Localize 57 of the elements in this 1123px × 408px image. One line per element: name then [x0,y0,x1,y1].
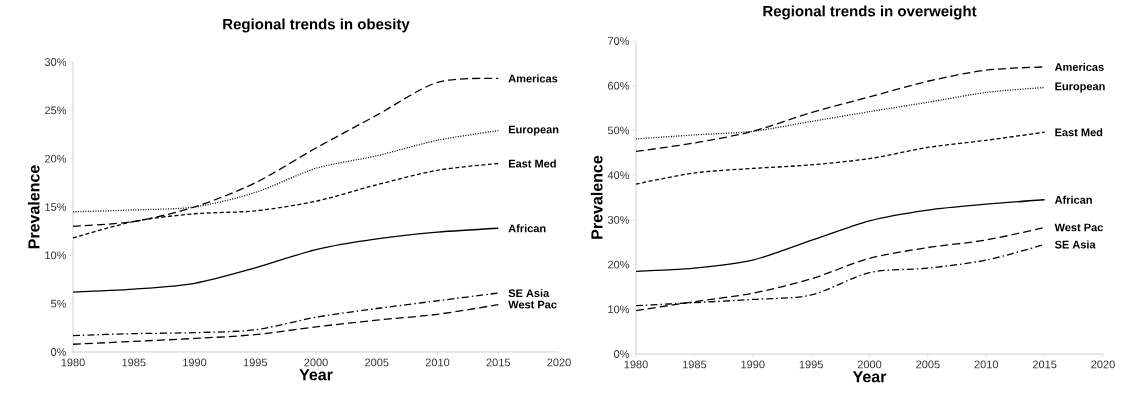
y-tick-label: 5% [51,299,67,308]
x-tick-label: 2010 [974,360,999,369]
x-tick-label: 1990 [741,360,765,369]
y-tick-label: 70% [608,37,630,45]
y-tick-label: 10% [45,251,67,260]
chart-title: Regional trends in obesity [223,18,410,33]
series-label: West Pac [1054,223,1103,232]
y-tick-label: 10% [608,305,630,314]
series-label: East Med [1055,128,1103,137]
y-tick-label: 50% [607,126,630,135]
series-label: West Pac [508,300,557,309]
series-label: Americas [508,74,558,83]
series-label: African [508,224,546,233]
x-tick-label: 1990 [183,358,207,367]
x-tick-label: 1985 [122,358,146,367]
x-axis-title: Year [852,371,887,383]
x-tick-label: 2005 [365,358,389,367]
line-series [635,199,1046,272]
line-series [72,227,499,293]
series-label: East Med [508,159,556,168]
x-tick-label: 1995 [799,360,823,369]
y-axis-title: Prevalence [590,155,603,239]
y-tick-label: 0% [51,348,67,356]
x-tick-label: 2005 [916,360,940,369]
series-label: European [508,125,559,136]
x-tick-label: 2020 [547,358,571,367]
x-tick-label: 2015 [1032,360,1057,369]
y-tick-label: 15% [45,203,67,211]
y-axis-title: Prevalence [27,165,40,249]
x-tick-label: 2020 [1091,360,1115,369]
line-series [72,292,499,337]
series-label: SE Asia [508,289,550,298]
y-tick-label: 0% [614,350,630,358]
y-tick-label: 40% [607,171,630,180]
line-series [72,303,499,345]
chart-title: Regional trends in overweight [763,5,977,20]
x-tick-label: 1980 [624,360,648,369]
series-label: SE Asia [1054,240,1096,249]
x-tick-label: 1980 [61,358,85,367]
line-series [635,226,1046,312]
line-series [635,131,1046,185]
y-tick-label: 20% [45,154,67,163]
series-label: European [1055,82,1105,93]
x-tick-label: 1995 [243,358,268,367]
x-tick-label: 2000 [857,360,882,369]
y-tick-label: 20% [608,260,630,269]
y-tick-label: 30% [607,215,630,224]
x-tick-label: 2010 [425,358,450,367]
x-tick-label: 2015 [486,358,511,367]
x-axis-title: Year [299,369,333,381]
y-tick-label: 30% [44,58,67,66]
x-tick-label: 2000 [304,358,328,367]
x-tick-label: 1985 [682,360,707,369]
y-tick-label: 25% [45,106,67,115]
series-label: Americas [1054,62,1104,71]
y-tick-label: 60% [608,81,630,90]
series-label: African [1054,195,1092,204]
